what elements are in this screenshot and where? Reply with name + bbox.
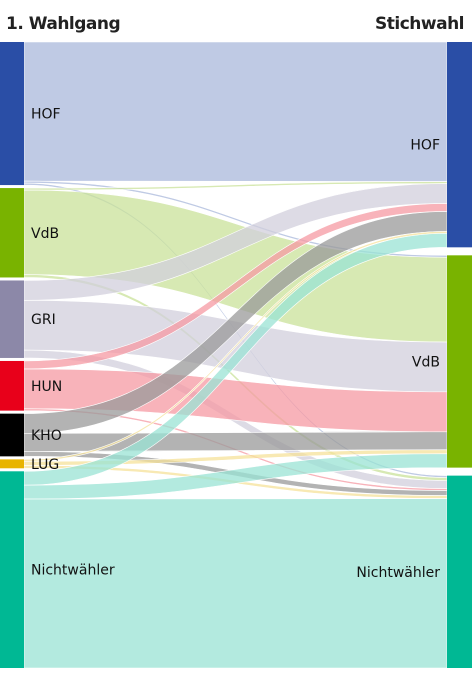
right-node-label-hof: HOF [410,138,440,154]
left-node-label-vdb: VdB [31,226,59,242]
left-nodes: HOF VdB GRI HUN KHO LUG Nichtwähler [0,42,115,668]
flow-hof-to-hof [23,41,448,182]
left-column-title: 1. Wahlgang [6,14,121,34]
right-column-title: Stichwahl [375,14,464,34]
left-node-label-gri: GRI [31,312,56,328]
flow-kho-to-vdb [23,431,448,452]
right-node-label-vdb: VdB [412,354,440,370]
left-node-lug [0,459,24,469]
left-node-label-lug: LUG [31,457,59,473]
left-node-kho [0,413,24,457]
left-node-nw [0,471,24,668]
right-nodes: HOF VdB Nichtwähler [356,42,472,668]
right-node-nw [447,475,472,668]
flow-nw-to-nw [23,498,448,669]
left-node-vdb [0,188,24,278]
right-node-label-nw: Nichtwähler [356,565,440,581]
left-node-hof [0,42,24,186]
left-node-label-nw: Nichtwähler [31,563,115,579]
right-node-vdb [447,255,472,468]
flow-nw-to-vdb [23,453,448,500]
left-node-label-kho: KHO [31,428,62,444]
left-node-label-hun: HUN [31,379,62,395]
left-node-label-hof: HOF [31,107,61,123]
flow-nw-to-hof [23,233,448,486]
right-node-hof [447,42,472,248]
left-node-gri [0,280,24,358]
flow-links [23,41,448,669]
left-node-hun [0,360,24,411]
